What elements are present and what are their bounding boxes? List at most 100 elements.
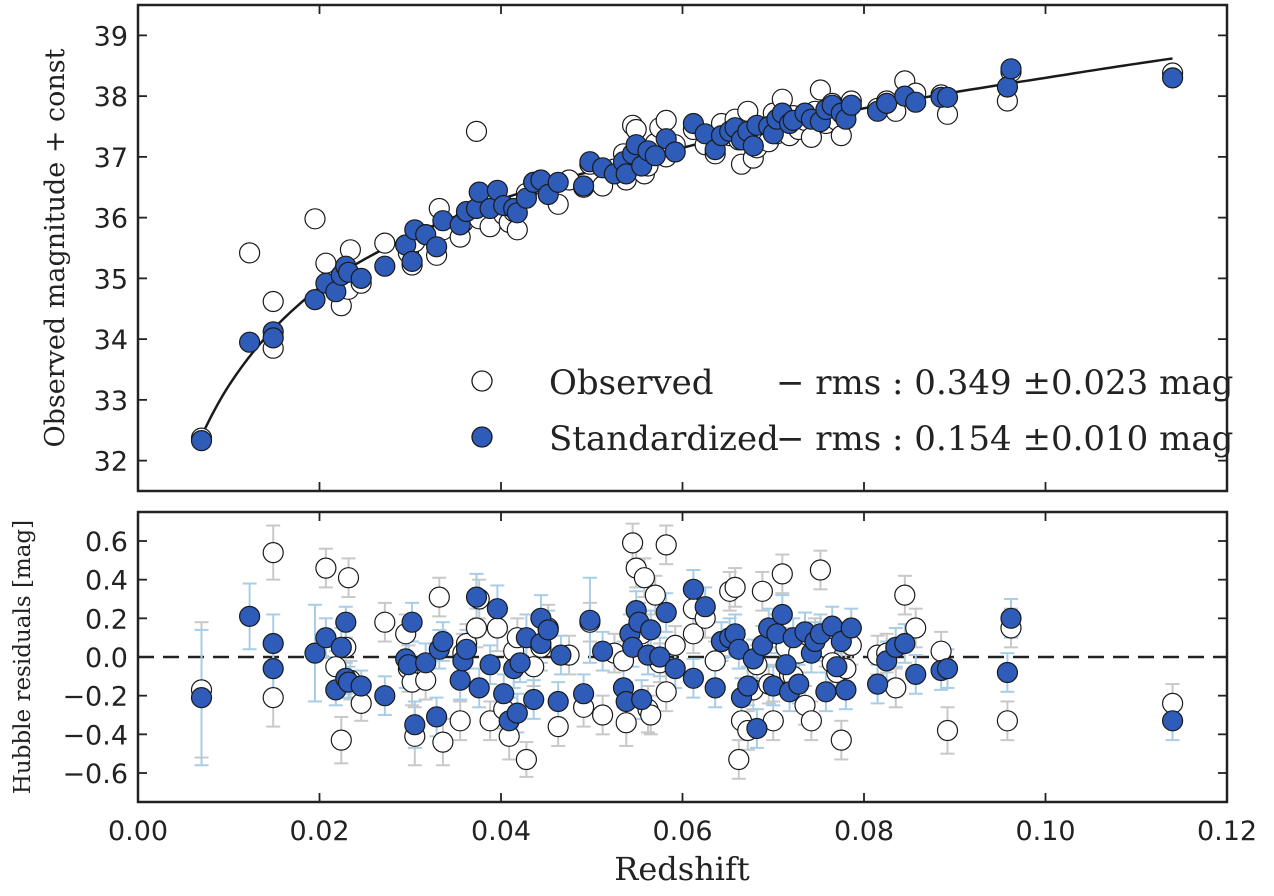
residual-observed-point: [751, 580, 774, 602]
residual-observed-point: [315, 557, 337, 579]
residual-standardized-point: [936, 657, 959, 680]
residual-standardized-point: [996, 661, 1019, 684]
residual-standardized-point: [455, 638, 478, 660]
residual-standardized-point: [664, 657, 686, 680]
standardized-point: [239, 331, 261, 353]
observed-point: [262, 290, 284, 313]
residual-standardized-point: [262, 657, 284, 680]
residual-standardized-point: [239, 605, 261, 628]
x-tick-label: 0.10: [1015, 816, 1075, 847]
residual-standardized-point: [826, 656, 848, 678]
top-y-tick-label: 37: [94, 143, 128, 174]
residual-observed-point: [728, 748, 750, 771]
top-axes: 32 33 34 35 36 37 38 39: [94, 5, 1228, 491]
residual-standardized-point: [894, 632, 916, 655]
bottom-y-axis-label: Hubble residuals [mag]: [10, 520, 36, 794]
residual-observed-point: [621, 532, 644, 554]
residual-observed-point: [800, 710, 823, 732]
residual-observed-point: [885, 677, 907, 699]
residual-observed-point: [655, 681, 677, 703]
residual-standardized-point: [1161, 710, 1184, 732]
residual-observed-point: [337, 567, 360, 589]
residual-standardized-point: [682, 667, 705, 689]
standardized-point: [304, 289, 326, 311]
x-tick-label: 0.04: [471, 816, 531, 847]
residual-standardized-point: [315, 627, 337, 649]
residual-observed-point: [486, 617, 508, 639]
residual-standardized-point: [572, 683, 595, 705]
bottom-y-tick-label: 0.0: [85, 643, 128, 674]
residual-standardized-point: [432, 630, 454, 653]
residual-standardized-point: [506, 702, 528, 724]
standardized-point: [190, 430, 213, 452]
residual-observed-point: [664, 634, 686, 657]
residual-standardized-point: [640, 619, 662, 641]
residual-observed-point: [996, 710, 1019, 732]
residual-observed-point: [771, 563, 793, 585]
residual-standardized-point: [537, 619, 559, 641]
bottom-y-tick-label: 0.2: [85, 604, 128, 635]
x-tick-label: 0.00: [108, 816, 168, 847]
residual-standardized-point: [840, 617, 862, 639]
residual-standardized-point: [335, 611, 357, 633]
standardized-point: [840, 94, 862, 116]
residual-standardized-point: [493, 683, 515, 705]
residual-standardized-point: [682, 578, 705, 600]
top-y-tick-label: 33: [94, 386, 128, 417]
residual-standardized-point: [579, 609, 601, 631]
bottom-axes: −0.6 −0.4 −0.2 0.0 0.2 0.4 0.6 0.00 0.02 0.04 0.06…: [62, 512, 1257, 847]
residual-standardized-point: [509, 652, 531, 674]
observed-point: [809, 79, 832, 101]
top-y-tick-label: 32: [94, 447, 128, 478]
residual-standardized-point: [350, 675, 372, 697]
residual-observed-point: [633, 567, 656, 589]
residual-standardized-point: [746, 717, 768, 740]
residual-observed-point: [809, 559, 832, 581]
standardized-point: [426, 236, 448, 258]
standardized-point: [262, 327, 284, 349]
bottom-y-tick-label: −0.2: [62, 682, 128, 713]
x-tick-label: 0.06: [652, 816, 712, 847]
observed-point: [374, 232, 396, 254]
residual-standardized-point: [775, 654, 797, 676]
residual-standardized-point: [190, 686, 213, 709]
standardized-point: [876, 92, 898, 115]
standardized-point: [1000, 58, 1022, 80]
top-y-tick-label: 39: [94, 21, 128, 52]
standardized-point: [547, 171, 569, 193]
residual-observed-point: [591, 704, 614, 726]
residual-standardized-point: [631, 688, 653, 711]
standardized-point: [572, 175, 595, 197]
residual-standardized-point: [905, 663, 927, 686]
top-y-tick-label: 34: [94, 325, 128, 356]
top-y-tick-label: 36: [94, 204, 128, 235]
residual-standardized-point: [262, 632, 284, 655]
bottom-y-tick-label: 0.6: [85, 527, 128, 558]
top-y-axis-label: Observed magnitude + const: [40, 48, 71, 447]
residual-standardized-point: [815, 681, 837, 703]
residual-standardized-point: [449, 669, 471, 691]
legend: Observed − rms : 0.349 ±0.023 mag Standa…: [471, 363, 1233, 459]
residual-standardized-point: [374, 685, 396, 707]
legend-observed-rms: − rms : 0.349 ±0.023 mag: [776, 363, 1233, 403]
residual-standardized-point: [547, 690, 569, 713]
legend-standardized-rms: − rms : 0.154 ±0.010 mag: [776, 419, 1233, 459]
residual-observed-point: [374, 611, 396, 633]
standardized-point: [1161, 67, 1184, 89]
standardized-point: [432, 210, 454, 232]
residual-standardized-points: [190, 578, 1184, 740]
x-tick-label: 0.12: [1197, 816, 1257, 847]
residual-standardized-point: [1000, 607, 1022, 629]
residual-observed-point: [644, 584, 666, 606]
residual-standardized-point: [591, 640, 614, 662]
standardized-point: [374, 255, 396, 277]
observed-point: [304, 208, 326, 230]
residual-standardized-point: [788, 673, 810, 695]
residuals-panel: −0.6 −0.4 −0.2 0.0 0.2 0.4 0.6 0.00 0.02 0.04 0.06…: [10, 510, 1257, 888]
residual-standardized-point: [304, 642, 326, 664]
legend-standardized-marker: [471, 426, 493, 448]
residual-standardized-point: [465, 586, 488, 608]
residual-standardized-point: [401, 611, 423, 633]
observed-point: [655, 109, 677, 132]
